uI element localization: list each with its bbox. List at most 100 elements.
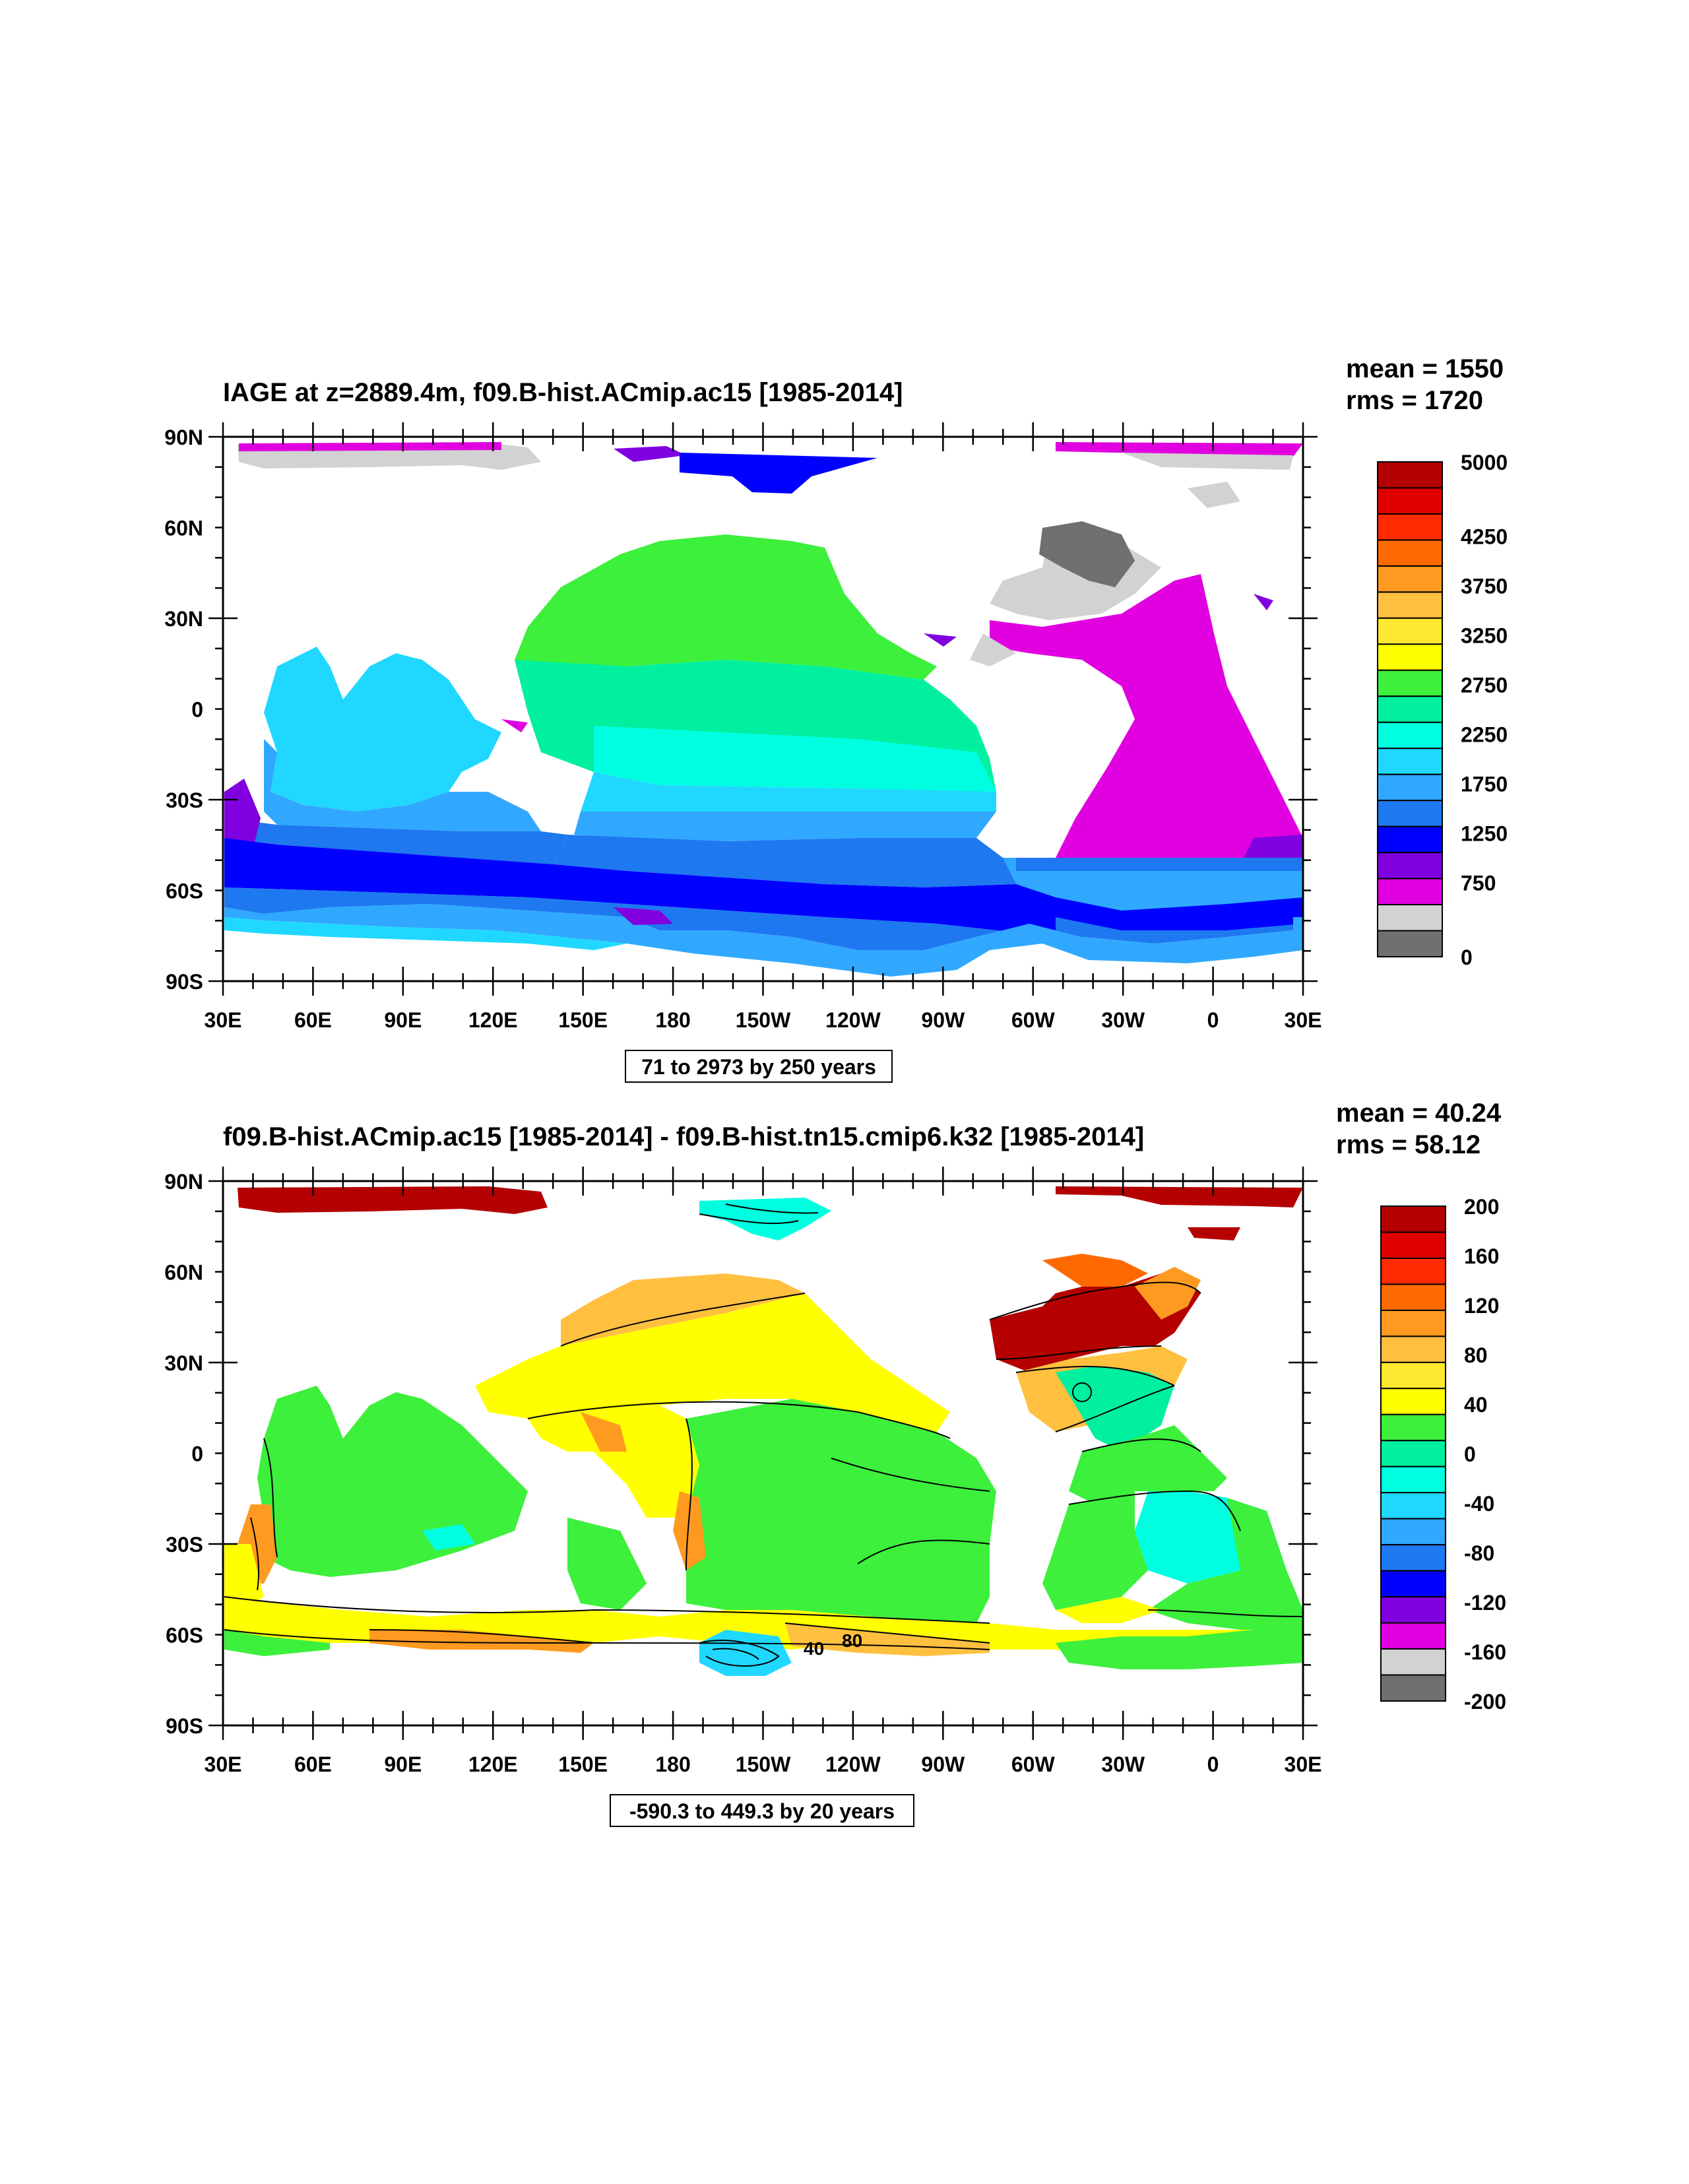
lon-label: 30E [1285,1752,1322,1776]
contour-small-circle [1072,1382,1092,1402]
southern-ocean-yellow [224,1597,1303,1663]
colorbar-swatch [1377,904,1443,932]
atlantic-magenta [990,574,1303,871]
lat-label: 60S [166,1624,203,1648]
lon-label: 90W [921,1752,965,1776]
pacific-west-orange-2 [673,1491,706,1570]
southern-ocean-green-1 [224,1630,330,1656]
colorbar-swatch [1377,669,1443,697]
colorbar-label: -40 [1464,1492,1494,1516]
colorbar-swatch [1377,513,1443,541]
colorbar-label: 2750 [1461,674,1508,697]
atlantic-south-blue [1016,858,1303,871]
panel-top-map [224,442,1303,977]
contour-label-40: 40 [804,1638,824,1659]
colorbar-label: 80 [1464,1343,1488,1367]
panel-bottom-contours [224,1204,1304,1667]
colorbar-swatch [1380,1283,1446,1311]
arctic-cyan-bottom [699,1198,831,1240]
pacific-west-orange [581,1412,627,1452]
pacific-north-yellow [475,1293,950,1432]
lat-label: 90S [166,1714,203,1738]
lon-label: 60E [294,1752,332,1776]
arctic-purple-top [614,446,686,462]
lon-label: 0 [1207,1008,1219,1032]
arctic-magenta-top-2 [1056,442,1303,457]
arctic-gray-top-3 [1188,482,1240,508]
colorbar-swatch [1377,643,1443,671]
s-atlantic-yellow-2 [1056,1597,1161,1623]
gulf-gray [970,633,1016,666]
colorbar-swatch [1380,1231,1446,1259]
panel-bottom-lat-labels: 90N 60N 30N 0 30S 60S 90S [164,1170,203,1738]
indian-green [257,1386,528,1577]
indian-ocean-sky [264,647,501,812]
lon-label: 120E [468,1008,518,1032]
panel-bottom-contour-info: -590.3 to 449.3 by 20 years [629,1799,895,1823]
pacific-south-lightblue [574,812,996,841]
lon-label: 60E [294,1008,332,1032]
contour-label-80: 80 [842,1630,862,1651]
colorbar-swatch [1377,852,1443,880]
indian-west-yellow [224,1544,264,1610]
southern-ocean-darkblue [224,838,1303,937]
lat-label: 90S [166,970,203,994]
lat-label: 0 [191,1442,203,1466]
colorbar-label: 3250 [1461,624,1508,648]
colorbar-label: 1250 [1461,822,1508,846]
tasman-green [567,1518,647,1610]
lon-label: 150E [558,1008,608,1032]
lon-label: 150W [736,1008,791,1032]
panel-top-contour-info-box [625,1050,893,1083]
lat-label: 90N [164,426,203,449]
colorbar-swatch [1380,1674,1446,1702]
lon-label: 120W [825,1752,881,1776]
arctic-red-bottom-2 [1056,1186,1303,1207]
colorbar-swatch [1377,591,1443,619]
colorbar-swatch [1380,1388,1446,1415]
colorbar-swatch [1380,1596,1446,1624]
lon-label: 90W [921,1008,965,1032]
colorbar-swatch [1380,1622,1446,1650]
s-atlantic-green-east [1148,1498,1303,1630]
panel-top-lon-labels: 30E 60E 90E 120E 150E 180 150W 120W 90W 60W 30W 0 30… [205,1008,1322,1032]
atlantic-purple [1240,835,1303,864]
colorbar-label: 5000 [1461,451,1508,474]
panel-top: IAGE at z=2889.4m, f09.B-hist.ACmip.ac15… [164,354,1508,1083]
caribbean-purple [924,633,957,647]
colorbar-swatch [1377,773,1443,802]
colorbar-swatch [1377,539,1443,567]
med-purple [1254,594,1273,610]
lon-label: 30W [1101,1008,1145,1032]
panel-bottom-map [224,1186,1303,1676]
pacific-west-yellow [528,1405,699,1518]
panel-bottom-contour-info-box [610,1794,914,1827]
lat-label: 60N [164,517,203,540]
colorbar-swatch [1380,1413,1446,1442]
n-atlantic-darkgray [1039,521,1135,587]
colorbar-swatch [1377,930,1443,958]
lon-label: 120E [468,1752,518,1776]
lon-label: 90E [384,1008,422,1032]
lat-label: 60S [166,880,203,903]
lon-label: 180 [655,1008,690,1032]
pacific-central-green [686,1399,996,1584]
colorbar-swatch [1380,1544,1446,1572]
lat-label: 0 [191,698,203,722]
indian-ocean-blue [224,818,567,864]
colorbar-label: 0 [1461,946,1473,969]
arctic-red-bottom-3 [1188,1227,1240,1240]
colorbar-label: 200 [1464,1195,1499,1219]
panel-top-colorbar: 5000 4250 3750 3250 2750 2250 1750 1250 750 0 [1377,451,1508,969]
colorbar-label: 160 [1464,1244,1499,1268]
s-atlantic-cyan [1135,1491,1240,1584]
panel-bottom: f09.B-hist.ACmip.ac15 [1985-2014] - f09.… [164,1099,1506,1827]
s-pacific-green [686,1544,990,1623]
panel-bottom-lon-labels: 30E 60E 90E 120E 150E 180 150W 120W 90W 60W 30W 0 30… [205,1752,1322,1776]
colorbar-swatch [1380,1440,1446,1467]
colorbar-swatch [1380,1335,1446,1363]
panel-bottom-rms: rms = 58.12 [1336,1130,1481,1159]
southern-ocean-green-2 [1056,1630,1303,1669]
colorbar-label: -80 [1464,1541,1494,1565]
colorbar-swatch [1377,878,1443,906]
